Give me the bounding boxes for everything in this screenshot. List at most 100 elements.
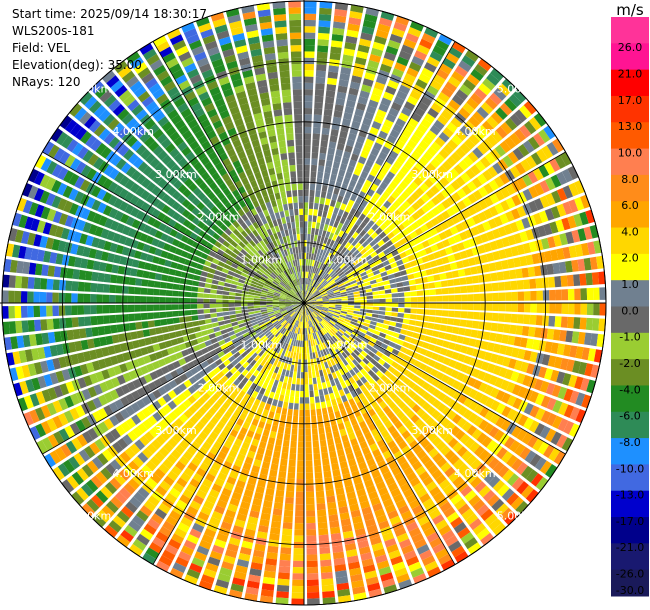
range-gate-cell: [256, 372, 264, 380]
range-gate-cell: [360, 170, 369, 180]
range-gate-cell: [341, 306, 348, 310]
range-gate-cell: [244, 435, 253, 444]
range-gate-cell: [340, 291, 347, 295]
range-gate-cell: [414, 538, 427, 549]
range-gate-cell: [316, 306, 323, 309]
range-gate-cell: [233, 259, 241, 266]
range-gate-cell: [379, 205, 388, 214]
range-gate-cell: [316, 408, 322, 416]
range-gate-cell: [298, 428, 304, 436]
range-gate-cell: [338, 368, 345, 376]
range-gate-cell: [231, 280, 238, 286]
range-gate-cell: [335, 279, 342, 284]
range-gate-cell: [304, 340, 307, 348]
range-gate-cell: [538, 164, 550, 178]
range-gate-cell: [490, 400, 501, 412]
range-gate-cell: [299, 340, 303, 347]
range-gate-cell: [385, 307, 392, 312]
range-gate-cell: [274, 412, 281, 420]
range-gate-cell: [396, 90, 408, 101]
range-gate-cell: [86, 210, 97, 222]
range-gate-cell: [57, 240, 67, 252]
range-gate-cell: [95, 490, 109, 504]
range-gate-cell: [358, 314, 366, 319]
range-gate-cell: [304, 26, 316, 33]
range-gate-cell: [35, 391, 46, 405]
range-gate-cell: [372, 269, 381, 276]
range-gate-cell: [388, 461, 399, 471]
range-gate-cell: [533, 212, 543, 225]
range-gate-cell: [556, 343, 565, 356]
range-gate-cell: [234, 362, 242, 370]
range-gate-cell: [320, 559, 332, 567]
range-gate-cell: [410, 221, 420, 230]
range-gate-cell: [315, 184, 322, 191]
range-gate-cell: [354, 297, 361, 300]
range-gate-cell: [410, 134, 421, 145]
range-gate-cell: [330, 456, 339, 465]
range-gate-cell: [169, 422, 180, 433]
range-gate-cell: [453, 521, 467, 534]
range-gate-cell: [154, 508, 167, 520]
range-gate-cell: [87, 153, 99, 166]
range-gate-cell: [347, 309, 354, 313]
range-gate-cell: [328, 331, 334, 337]
range-gate-cell: [357, 435, 366, 444]
range-gate-cell: [364, 431, 373, 441]
range-gate-cell: [290, 339, 295, 346]
range-gate-cell: [473, 403, 484, 415]
range-gate-cell: [444, 246, 454, 255]
range-gate-cell: [307, 321, 310, 328]
range-gate-cell: [279, 307, 286, 310]
range-gate-cell: [426, 405, 437, 416]
range-gate-cell: [442, 406, 452, 417]
range-gate-cell: [279, 354, 284, 362]
range-gate-cell: [467, 151, 479, 163]
range-gate-cell: [235, 344, 243, 352]
range-gate-cell: [466, 346, 475, 356]
range-gate-cell: [108, 168, 120, 180]
range-gate-cell: [282, 522, 293, 530]
range-gate-cell: [369, 168, 379, 177]
range-gate-cell: [355, 162, 364, 171]
range-gate-cell: [185, 316, 193, 322]
range-gate-cell: [249, 316, 257, 321]
range-gate-cell: [517, 414, 529, 427]
range-gate-cell: [331, 263, 338, 270]
range-gate-cell: [403, 144, 414, 155]
range-gate-cell: [369, 126, 379, 136]
range-gate-cell: [195, 420, 206, 431]
range-gate-cell: [535, 407, 546, 421]
range-gate-cell: [109, 477, 122, 490]
range-gate-cell: [79, 179, 91, 192]
range-gate-cell: [321, 293, 328, 297]
range-gate-cell: [435, 258, 444, 266]
range-gate-cell: [332, 241, 338, 249]
range-gate-cell: [402, 243, 410, 251]
range-gate-cell: [175, 499, 188, 511]
range-gate-cell: [276, 483, 285, 491]
range-gate-cell: [336, 340, 342, 347]
range-gate-cell: [92, 213, 102, 225]
range-gate-cell: [400, 461, 411, 471]
range-gate-cell: [222, 460, 233, 470]
range-gate-cell: [241, 312, 249, 317]
range-gate-cell: [528, 116, 542, 131]
range-gate-cell: [396, 456, 407, 466]
range-gate-cell: [285, 490, 295, 498]
range-gate-cell: [304, 353, 307, 360]
range-gate-cell: [280, 309, 287, 313]
range-gate-cell: [129, 182, 140, 194]
range-gate-cell: [224, 278, 232, 284]
range-gate-cell: [306, 541, 317, 549]
range-gate-cell: [348, 254, 355, 261]
range-gate-cell: [197, 287, 205, 293]
range-gate-cell: [521, 174, 533, 187]
range-gate-cell: [330, 352, 336, 359]
range-gate-cell: [468, 412, 479, 424]
range-gate-cell: [509, 113, 523, 127]
range-gate-cell: [338, 230, 345, 238]
range-gate-cell: [342, 473, 352, 482]
range-gate-cell: [263, 283, 271, 288]
range-gate-cell: [310, 266, 314, 273]
